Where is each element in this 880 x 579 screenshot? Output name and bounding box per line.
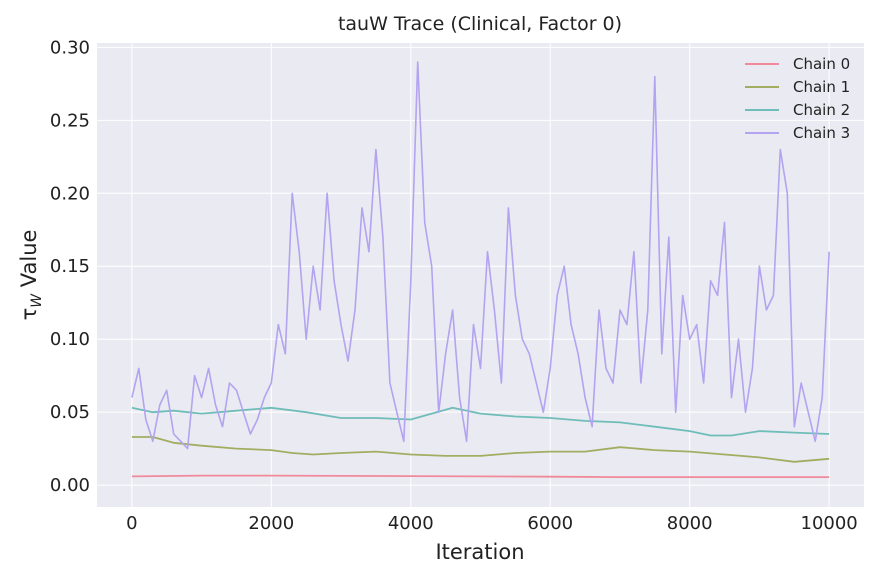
y-tick-label: 0.20	[50, 183, 90, 204]
series-line-chain-2	[131, 406, 830, 437]
y-axis-ticks: 0.00 0.05 0.10 0.15 0.20 0.25 0.30	[50, 37, 90, 496]
legend-label-chain-0: Chain 0	[793, 55, 850, 73]
y-tick-label: 0.10	[50, 329, 90, 350]
legend-label-chain-3: Chain 3	[793, 124, 850, 142]
series-line-chain-1	[131, 436, 830, 463]
x-tick-label: 10000	[801, 513, 858, 534]
legend: Chain 0 Chain 1 Chain 2 Chain 3	[745, 55, 850, 142]
series-line-chain-3	[131, 61, 830, 450]
x-axis-label: Iteration	[435, 540, 524, 564]
y-axis-label: τW Value	[17, 230, 45, 321]
legend-label-chain-1: Chain 1	[793, 78, 850, 96]
legend-label-chain-2: Chain 2	[793, 101, 850, 119]
y-tick-label: 0.00	[50, 475, 90, 496]
x-axis-ticks: 0 2000 4000 6000 8000 10000	[126, 513, 858, 534]
y-tick-label: 0.30	[50, 37, 90, 58]
y-tick-label: 0.15	[50, 256, 90, 277]
series-line-chain-0	[131, 474, 830, 479]
x-tick-label: 0	[126, 513, 137, 534]
x-tick-label: 2000	[248, 513, 294, 534]
x-tick-label: 8000	[667, 513, 713, 534]
series-lines	[131, 61, 830, 479]
y-tick-label: 0.25	[50, 110, 90, 131]
plot-area	[97, 43, 864, 507]
x-tick-label: 4000	[388, 513, 434, 534]
x-tick-label: 6000	[527, 513, 573, 534]
chart-title: tauW Trace (Clinical, Factor 0)	[338, 13, 622, 35]
y-tick-label: 0.05	[50, 402, 90, 423]
grid-lines	[97, 43, 864, 507]
